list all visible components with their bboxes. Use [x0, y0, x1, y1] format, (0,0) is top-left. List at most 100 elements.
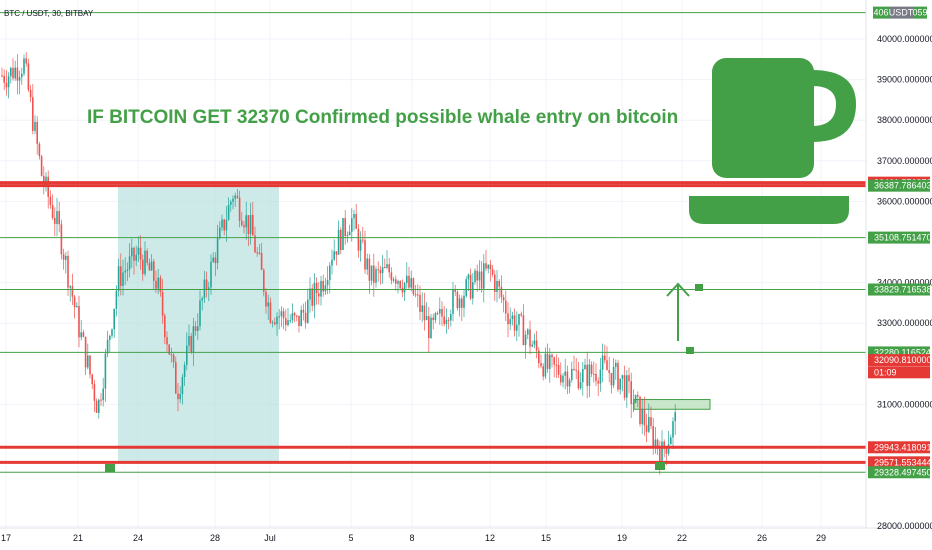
candle-body [597, 381, 599, 384]
candle-body [175, 362, 177, 394]
candle-body [379, 269, 382, 274]
candle-body [98, 399, 100, 413]
candle-body [249, 214, 252, 235]
candle-body [474, 270, 476, 283]
candle-body [634, 394, 637, 403]
candle-body [274, 322, 276, 325]
candle-body [71, 286, 74, 297]
candle-body [201, 298, 203, 301]
candle-body [216, 238, 219, 264]
x-tick-label: 28 [210, 533, 220, 543]
candle-body [91, 374, 93, 385]
candle-body [153, 261, 155, 281]
price-tag-label: 29571.553444 [874, 457, 932, 467]
candle-body [472, 282, 474, 299]
candle-body [469, 274, 472, 299]
candle-body [5, 82, 8, 88]
candle-body [21, 73, 23, 78]
candle-body [524, 334, 527, 346]
candle-body [588, 364, 591, 386]
candle-body [617, 362, 619, 390]
price-tag-label: 33829.716538 [874, 285, 932, 295]
candle-body [80, 332, 82, 338]
candle-body [265, 291, 267, 307]
x-tick-label: 29 [816, 533, 826, 543]
candle-body [73, 296, 76, 308]
candle-body [43, 175, 45, 186]
candle-body [205, 279, 208, 290]
price-tag-label: 01:09 [874, 367, 897, 377]
candle-body [348, 231, 351, 236]
candle-body [291, 313, 294, 321]
price-tag-label: 29943.418091 [874, 442, 932, 452]
green-zone [633, 399, 711, 410]
candle-body [324, 285, 327, 292]
candle-body [353, 214, 355, 219]
candle-body [236, 195, 239, 198]
candle-body [144, 250, 146, 275]
candle-body [89, 355, 91, 375]
candle-body [254, 235, 256, 253]
x-tick-label: 24 [133, 533, 143, 543]
candle-body [450, 313, 452, 321]
candle-body [29, 89, 32, 98]
candle-body [395, 279, 397, 284]
candle-body [331, 259, 333, 266]
candle-body [300, 309, 302, 327]
candle-body [214, 257, 217, 264]
candle-body [441, 309, 443, 317]
candle-body [652, 426, 654, 448]
candle-body [571, 368, 573, 381]
candle-body [564, 371, 566, 376]
candle-body [309, 288, 311, 300]
candle-body [307, 299, 309, 323]
price-tag [868, 231, 930, 244]
horizontal-lines[interactable] [0, 12, 866, 473]
candle-body [579, 382, 582, 389]
x-tick-label: 22 [677, 533, 687, 543]
candle-body [476, 270, 478, 281]
candle-body [626, 375, 628, 398]
candle-body [637, 394, 639, 397]
candle-body [183, 364, 186, 378]
candle-body [159, 277, 162, 292]
candle-body [531, 344, 533, 347]
candle-body [232, 198, 234, 202]
candle-body [342, 218, 344, 250]
candle-body [623, 375, 626, 398]
candle-body [610, 372, 613, 386]
candle-body [628, 375, 630, 382]
chart-headline: IF BITCOIN GET 32370 Confirmed possible … [87, 107, 678, 128]
candle-body [447, 319, 450, 321]
candle-body [298, 315, 300, 327]
candle-body [452, 289, 454, 314]
candle-body [243, 225, 245, 228]
candle-body [38, 143, 41, 157]
candle-body [36, 121, 38, 144]
candle-body [520, 314, 522, 316]
price-tag [868, 456, 930, 469]
candle-body [210, 261, 212, 288]
candle-body [269, 302, 272, 323]
candle-body [513, 315, 516, 331]
candle-body [25, 58, 27, 64]
candle-body [432, 317, 434, 321]
candle-body [458, 298, 461, 309]
coffee-cup-icon [689, 58, 856, 224]
candle-body [542, 366, 544, 377]
candle-body [410, 278, 412, 288]
candle-body [648, 417, 650, 432]
candle-body [111, 329, 113, 336]
candle-body [573, 368, 575, 370]
candle-body [263, 269, 265, 292]
candle-body [434, 313, 437, 321]
price-tag [868, 366, 930, 379]
candle-body [344, 218, 346, 237]
symbol-header: BTC / USDT, 30, BITBAY [4, 9, 94, 18]
candle-body [287, 320, 289, 326]
candle-body [381, 266, 384, 274]
candle-body [329, 265, 331, 281]
candle-body [161, 291, 164, 316]
candle-body [322, 280, 324, 292]
